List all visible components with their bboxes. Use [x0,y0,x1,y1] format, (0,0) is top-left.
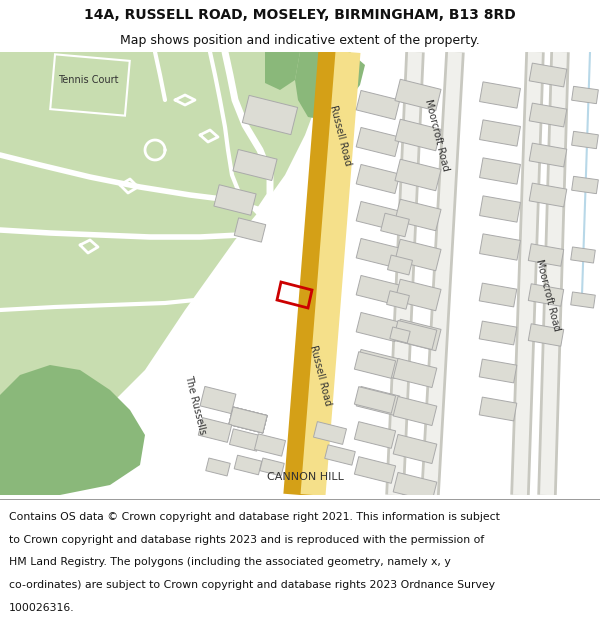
Polygon shape [356,201,400,231]
Polygon shape [388,255,412,275]
Polygon shape [393,321,437,349]
Text: Russell Road: Russell Road [328,104,352,166]
Polygon shape [200,386,236,414]
Polygon shape [386,291,409,309]
Polygon shape [356,349,400,379]
Polygon shape [356,386,400,416]
Polygon shape [295,52,365,120]
Polygon shape [479,196,520,222]
Polygon shape [356,164,400,194]
Polygon shape [529,143,567,167]
Polygon shape [206,458,230,476]
Text: Tennis Court: Tennis Court [58,75,118,85]
Polygon shape [355,422,395,448]
Text: Moorcroft Road: Moorcroft Road [534,258,562,332]
Polygon shape [395,199,441,231]
Polygon shape [529,103,567,127]
Polygon shape [260,458,284,476]
Polygon shape [479,359,517,383]
Polygon shape [254,434,286,456]
Polygon shape [529,63,567,87]
Polygon shape [479,397,517,421]
Polygon shape [325,445,355,465]
Polygon shape [229,407,267,433]
Polygon shape [234,455,262,475]
Text: Russell Road: Russell Road [308,344,332,406]
Polygon shape [234,218,266,242]
Polygon shape [395,239,441,271]
Polygon shape [380,213,409,237]
Polygon shape [229,407,267,433]
Text: The Russells: The Russells [183,374,207,436]
Polygon shape [571,247,595,263]
Polygon shape [479,158,520,184]
Text: Contains OS data © Crown copyright and database right 2021. This information is : Contains OS data © Crown copyright and d… [9,512,500,522]
Polygon shape [356,127,400,156]
Polygon shape [572,176,598,194]
Polygon shape [393,434,437,464]
Polygon shape [528,244,564,266]
Text: 100026316.: 100026316. [9,603,74,613]
Text: Moorcroft Road: Moorcroft Road [423,98,451,172]
Polygon shape [395,319,441,351]
Polygon shape [0,105,60,405]
Polygon shape [198,418,232,442]
Polygon shape [355,457,395,483]
Polygon shape [528,284,564,306]
Polygon shape [395,279,441,311]
Text: co-ordinates) are subject to Crown copyright and database rights 2023 Ordnance S: co-ordinates) are subject to Crown copyr… [9,580,495,590]
Polygon shape [393,472,437,501]
Text: Map shows position and indicative extent of the property.: Map shows position and indicative extent… [120,34,480,47]
Polygon shape [572,86,598,104]
Polygon shape [214,185,256,215]
Text: to Crown copyright and database rights 2023 and is reproduced with the permissio: to Crown copyright and database rights 2… [9,534,484,544]
Text: 14A, RUSSELL ROAD, MOSELEY, BIRMINGHAM, B13 8RD: 14A, RUSSELL ROAD, MOSELEY, BIRMINGHAM, … [84,8,516,21]
Polygon shape [529,183,567,207]
Polygon shape [479,283,517,307]
Polygon shape [572,131,598,149]
Polygon shape [395,159,441,191]
Polygon shape [479,321,517,345]
Polygon shape [314,422,346,444]
Polygon shape [233,149,277,181]
Text: CANNON HILL: CANNON HILL [266,472,343,482]
Polygon shape [395,119,441,151]
Polygon shape [479,120,520,146]
Polygon shape [355,387,395,413]
Polygon shape [393,359,437,388]
Polygon shape [242,96,298,134]
Polygon shape [229,407,267,433]
Polygon shape [0,365,145,495]
Polygon shape [229,407,267,433]
Polygon shape [229,429,260,451]
Polygon shape [395,79,441,111]
Polygon shape [356,276,400,304]
Polygon shape [355,352,395,378]
Text: HM Land Registry. The polygons (including the associated geometry, namely x, y: HM Land Registry. The polygons (includin… [9,558,451,568]
Polygon shape [479,234,520,260]
Polygon shape [479,82,520,108]
Polygon shape [0,52,320,460]
Polygon shape [229,407,267,433]
Polygon shape [390,327,410,343]
Polygon shape [356,239,400,268]
Polygon shape [356,312,400,341]
Polygon shape [356,91,400,119]
Polygon shape [393,396,437,426]
Polygon shape [571,292,595,308]
Polygon shape [265,52,300,90]
Polygon shape [528,324,564,346]
